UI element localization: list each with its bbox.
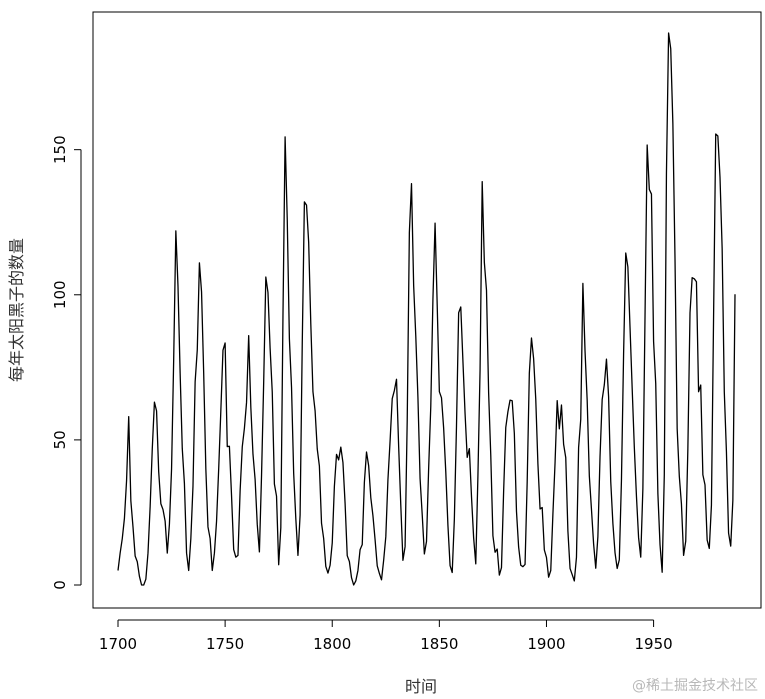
x-axis-title: 时间 bbox=[405, 677, 437, 696]
y-tick-label: 0 bbox=[51, 580, 69, 590]
x-axis: 1700 1750 1800 1850 1900 1950 bbox=[99, 619, 673, 653]
x-tick-label: 1850 bbox=[420, 635, 458, 653]
y-axis: 0 50 100 150 bbox=[51, 135, 82, 590]
y-tick-label: 50 bbox=[51, 430, 69, 449]
x-tick-label: 1800 bbox=[313, 635, 351, 653]
y-tick-label: 150 bbox=[51, 135, 69, 164]
x-tick-label: 1700 bbox=[99, 635, 137, 653]
watermark-text: @稀土掘金技术社区 bbox=[632, 678, 758, 694]
x-tick-label: 1900 bbox=[527, 635, 565, 653]
x-tick-label: 1750 bbox=[206, 635, 244, 653]
plot-frame bbox=[92, 11, 762, 609]
y-axis-title: 每年太阳黑子的数量 bbox=[7, 238, 26, 382]
x-tick-label: 1950 bbox=[634, 635, 672, 653]
sunspot-series-line bbox=[117, 32, 736, 586]
y-tick-label: 100 bbox=[51, 280, 69, 309]
